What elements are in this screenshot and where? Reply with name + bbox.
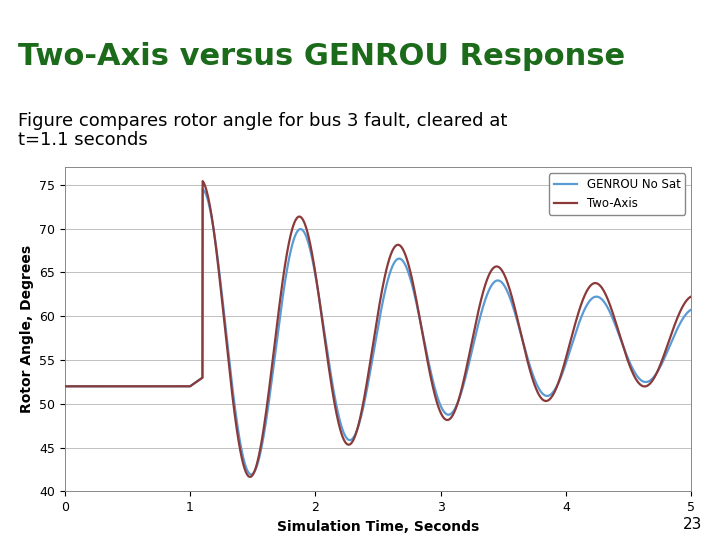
GENROU No Sat <box>60 383 69 389</box>
Line: GENROU No Sat: GENROU No Sat <box>65 190 691 475</box>
Legend: GENROU No Sat, Two-Axis: GENROU No Sat, Two-Axis <box>549 173 685 215</box>
Two-Axis <box>608 307 616 313</box>
Text: I: I <box>674 46 683 64</box>
Two-Axis <box>132 383 140 389</box>
GENROU No Sat <box>301 231 310 238</box>
Two-Axis <box>675 310 683 316</box>
GENROU No Sat <box>608 313 616 320</box>
Two-Axis <box>246 474 254 480</box>
GENROU No Sat <box>198 186 207 193</box>
X-axis label: Simulation Time, Seconds: Simulation Time, Seconds <box>277 519 479 534</box>
Two-Axis <box>198 178 207 184</box>
GENROU No Sat <box>132 383 140 389</box>
Y-axis label: Rotor Angle, Degrees: Rotor Angle, Degrees <box>19 245 34 414</box>
Two-Axis <box>60 383 69 389</box>
GENROU No Sat <box>247 471 256 478</box>
Two-Axis <box>328 389 337 395</box>
Two-Axis <box>301 222 310 229</box>
Two-Axis <box>169 383 178 389</box>
GENROU No Sat <box>328 382 337 388</box>
Text: t=1.1 seconds: t=1.1 seconds <box>18 131 148 150</box>
GENROU No Sat <box>675 322 683 328</box>
Text: Figure compares rotor angle for bus 3 fault, cleared at: Figure compares rotor angle for bus 3 fa… <box>18 112 508 131</box>
Two-Axis <box>687 293 696 300</box>
Text: Two-Axis versus GENROU Response: Two-Axis versus GENROU Response <box>18 42 625 71</box>
Text: 23: 23 <box>683 517 702 532</box>
GENROU No Sat <box>687 306 696 313</box>
Line: Two-Axis: Two-Axis <box>65 181 691 477</box>
GENROU No Sat <box>169 383 178 389</box>
